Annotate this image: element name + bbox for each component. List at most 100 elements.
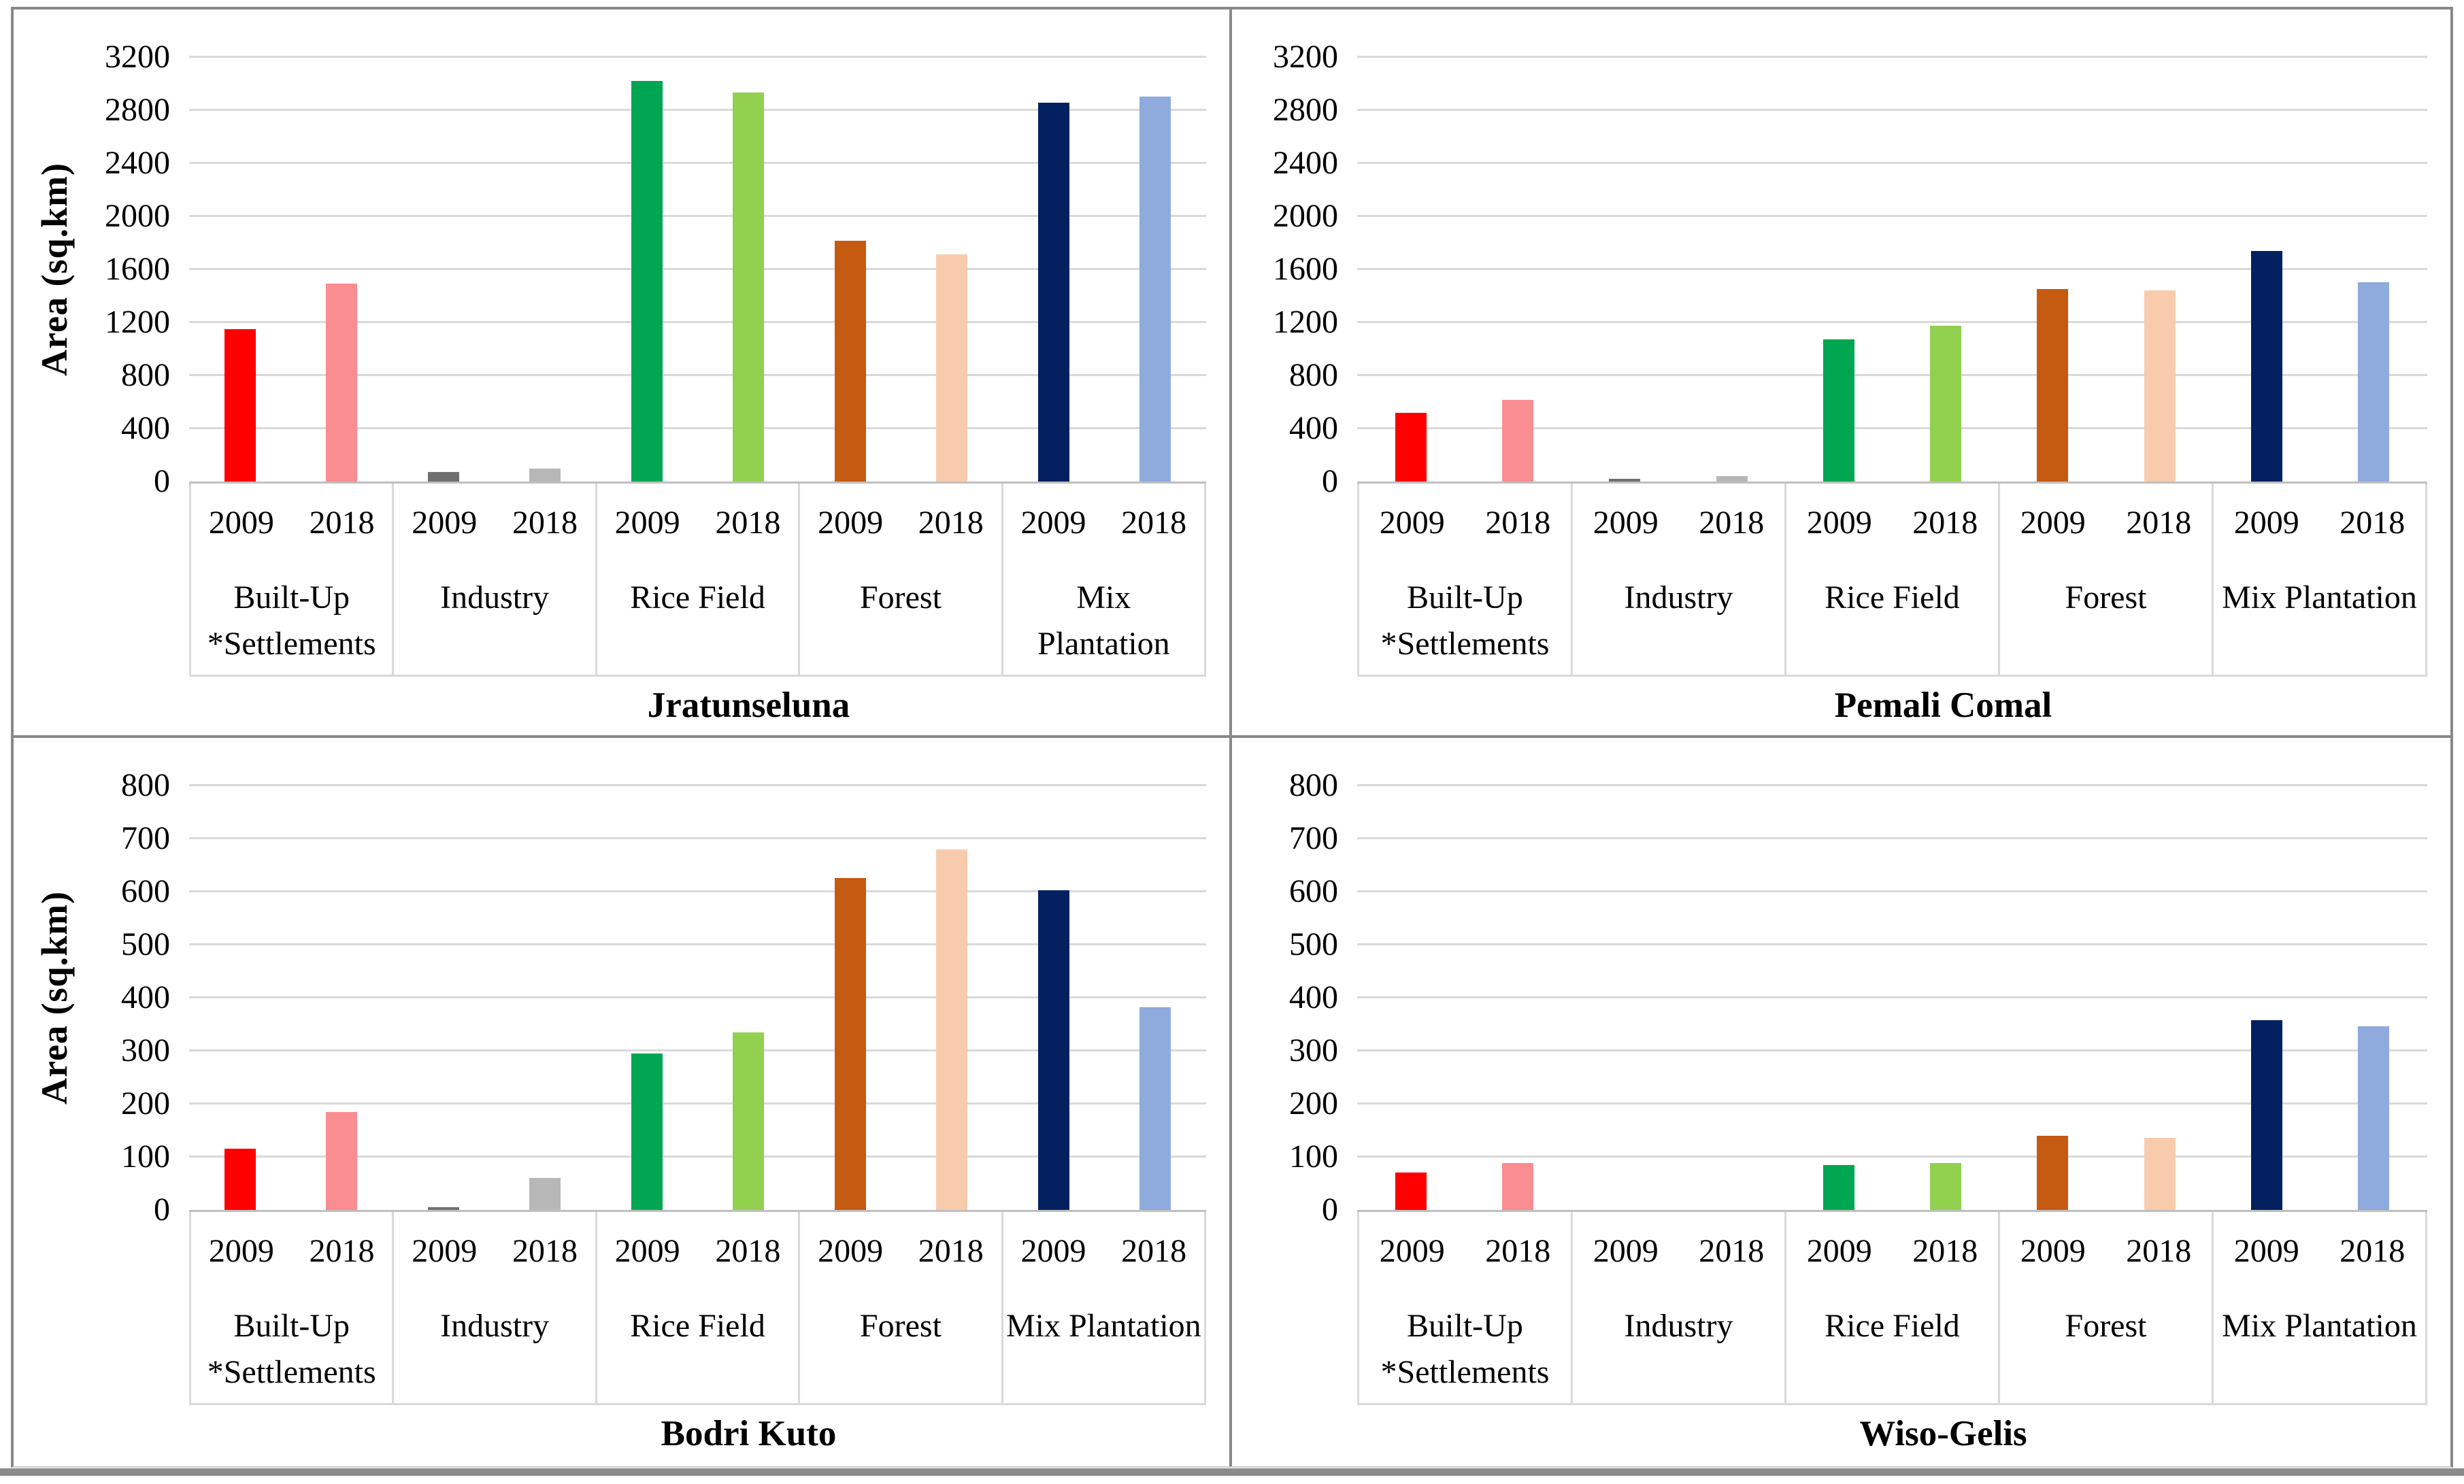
category-label-line: Mix Plantation	[2222, 1308, 2417, 1344]
bar-2018	[1139, 97, 1171, 482]
y-tick-label: 1200	[1273, 304, 1338, 340]
y-tick-label: 100	[121, 1139, 170, 1175]
category-axis: 2009 2018 Built-Up *Settlements 2009 2018 Indu…	[189, 1212, 1207, 1405]
category-label: Mix Plantation	[1003, 1303, 1204, 1349]
gridline	[1357, 109, 2427, 111]
year-label: 2018	[918, 505, 984, 541]
category-label-line: *Settlements	[1380, 626, 1550, 662]
y-tick-label: 2000	[105, 198, 170, 234]
bar-2018	[1139, 1007, 1171, 1210]
plot-wrap: 2009 2018 Built-Up *Settlements 2009 2018 Indu…	[189, 756, 1207, 1454]
gridline	[1357, 784, 2427, 786]
year-label: 2009	[818, 505, 884, 541]
gridline	[189, 943, 1206, 945]
year-label: 2018	[2126, 505, 2192, 541]
bar-group	[189, 786, 393, 1210]
plot-area	[1357, 56, 2427, 484]
bar-2009	[1609, 479, 1641, 482]
year-label: 2009	[208, 505, 274, 541]
bar-group	[1571, 57, 1786, 482]
year-labels: 2009 2018	[800, 1235, 1001, 1268]
gridline	[1357, 1102, 2427, 1104]
category-label: Rice Field	[597, 575, 798, 621]
category-cell: 2009 2018 Rice Field	[595, 484, 798, 675]
category-axis: 2009 2018 Built-Up *Settlements 2009 2018 Indu…	[1357, 484, 2427, 677]
y-tick-label: 0	[154, 1192, 170, 1228]
y-tick-label: 800	[1289, 767, 1338, 803]
category-cell: 2009 2018 Built-Up *Settlements	[1357, 1212, 1571, 1403]
category-label: Rice Field	[1786, 1303, 1998, 1349]
gridline	[189, 890, 1206, 892]
gridline	[1357, 56, 2427, 58]
chart-title: Pemali Comal	[1834, 686, 2052, 725]
category-label-line: Built-Up	[1407, 1308, 1523, 1344]
bar-2009	[224, 329, 256, 482]
category-cell: 2009 2018 Built-Up *Settlements	[189, 1212, 392, 1403]
chart-title: Jratunseluna	[647, 686, 850, 725]
bar-2009	[224, 1149, 256, 1210]
category-label-line: *Settlements	[207, 626, 376, 662]
category-cell: 2009 2018 Mix Plantation	[2212, 484, 2427, 675]
y-tick-label: 400	[121, 410, 170, 446]
gridline	[189, 996, 1206, 998]
year-label: 2009	[2020, 1233, 2086, 1269]
bar-group	[189, 57, 393, 482]
chart-panel: 0 400 800 1200 1600 2000 2400 2800 3200 2009 2018 B…	[1232, 10, 2450, 738]
category-label: Industry	[1573, 1303, 1784, 1349]
category-label-line: Forest	[2065, 579, 2147, 615]
year-labels: 2009 2018	[800, 507, 1001, 539]
bar-group	[1357, 57, 1571, 482]
year-label: 2009	[412, 505, 478, 541]
chart-title: Wiso-Gelis	[1859, 1414, 2027, 1453]
bar-group	[1571, 786, 1786, 1210]
year-label: 2018	[2340, 1233, 2405, 1269]
y-axis-title-column: Area (sq.km)	[22, 27, 87, 735]
bar-2009	[1395, 413, 1427, 482]
category-label: Built-Up *Settlements	[1359, 1303, 1571, 1396]
y-tick-label: 300	[121, 1032, 170, 1068]
y-tick-label: 600	[121, 873, 170, 909]
gridline	[189, 1049, 1206, 1051]
y-axis-title: Area (sq.km)	[34, 891, 75, 1104]
year-labels: 2009 2018	[1573, 1235, 1784, 1268]
chart-column: 0 400 800 1200 1600 2000 2400 2800 3200 2009 2018 B…	[1255, 27, 2427, 735]
year-labels: 2009 2018	[1003, 507, 1204, 539]
category-label-line: Forest	[2065, 1308, 2147, 1344]
category-label: Built-Up *Settlements	[191, 575, 392, 667]
category-label: Forest	[2000, 575, 2212, 621]
year-label: 2009	[1593, 1233, 1659, 1269]
category-label-line: Industry	[440, 1308, 550, 1344]
category-label-line: Built-Up	[233, 1308, 350, 1344]
plot-wrap: 2009 2018 Built-Up *Settlements 2009 2018 Indu…	[189, 27, 1207, 726]
y-tick-label: 200	[1289, 1085, 1338, 1122]
gridline	[1357, 1049, 2427, 1051]
category-label: Forest	[2000, 1303, 2212, 1349]
bar-group	[596, 57, 799, 482]
gridline	[189, 837, 1206, 839]
gridline	[1357, 427, 2427, 429]
category-cell: 2009 2018 Forest	[1998, 484, 2212, 675]
chart-panel: Area (sq.km) 0 400 800 1200 1600 2000 2400 2800 3…	[14, 10, 1232, 738]
category-label-line: Mix Plantation	[1005, 1308, 1201, 1344]
y-axis-labels: 0 400 800 1200 1600 2000 2400 2800 3200	[1255, 27, 1357, 498]
bar-group	[799, 786, 1003, 1210]
year-label: 2009	[1806, 1233, 1872, 1269]
gridline	[189, 109, 1206, 111]
gridline	[1357, 943, 2427, 945]
bar-2009	[834, 241, 866, 482]
bar-2018	[936, 849, 968, 1210]
gridline	[189, 215, 1206, 217]
bar-2018	[326, 284, 358, 482]
year-label: 2009	[1379, 1233, 1445, 1269]
category-label-line: Rice Field	[1825, 1308, 1960, 1344]
bar-group	[393, 786, 596, 1210]
category-label-line: Industry	[440, 579, 550, 615]
bar-group	[393, 57, 596, 482]
gridline	[1357, 374, 2427, 376]
category-label: Built-Up *Settlements	[1359, 575, 1571, 667]
bar-group	[1003, 57, 1206, 482]
plot-area	[1357, 784, 2427, 1212]
gridline	[189, 162, 1206, 164]
category-cell: 2009 2018 Rice Field	[1784, 484, 1998, 675]
year-label: 2018	[918, 1233, 984, 1269]
